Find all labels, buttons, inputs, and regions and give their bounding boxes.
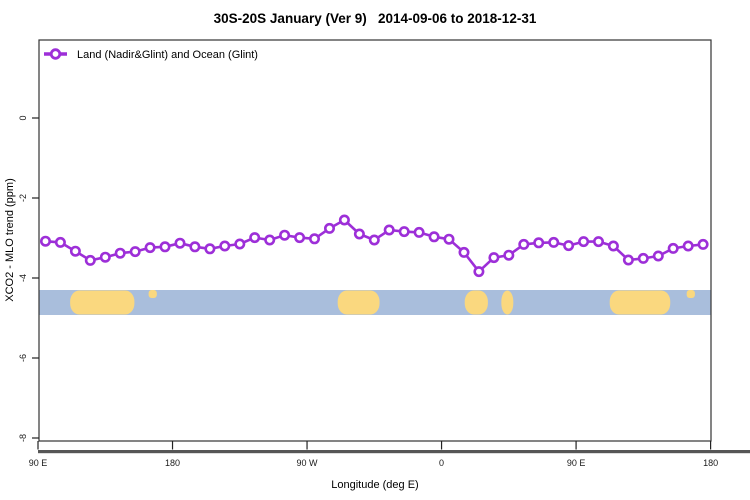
land-segment-africa — [464, 290, 488, 315]
data-point — [279, 229, 291, 241]
plot-frame — [38, 39, 712, 442]
y-tick-label: -2 — [18, 194, 28, 202]
data-point — [234, 238, 246, 250]
y-tick-label: 0 — [18, 115, 28, 120]
data-point — [682, 240, 694, 252]
data-point — [99, 251, 111, 263]
data-point — [189, 241, 201, 253]
x-tick-label: 180 — [703, 458, 718, 468]
x-axis-rule — [38, 450, 750, 454]
x-axis: 90 E 180 90 W 0 90 E 180 — [29, 441, 718, 468]
data-point — [84, 254, 96, 266]
data-point — [607, 240, 619, 252]
data-point — [294, 232, 306, 244]
data-point — [39, 235, 51, 247]
data-series — [39, 214, 709, 278]
y-tick-label: -6 — [18, 354, 28, 362]
data-point — [458, 246, 470, 258]
data-point — [159, 241, 171, 253]
data-point — [249, 232, 261, 244]
data-point — [697, 238, 709, 250]
data-point — [174, 237, 186, 249]
data-point — [413, 226, 425, 238]
data-point — [563, 240, 575, 252]
data-point — [518, 238, 530, 250]
y-axis-title: XCO2 - MLO trend (ppm) — [4, 178, 16, 301]
data-point — [398, 226, 410, 238]
data-point — [652, 250, 664, 262]
data-point — [578, 236, 590, 248]
data-point — [219, 240, 231, 252]
x-tick-label: 0 — [439, 458, 444, 468]
data-point — [503, 249, 515, 261]
data-point — [428, 231, 440, 243]
y-tick-label: -8 — [18, 434, 28, 442]
data-point — [54, 236, 66, 248]
x-tick-label: 90 E — [29, 458, 48, 468]
data-point — [114, 247, 126, 259]
land-segment-madagascar — [501, 290, 514, 315]
data-point — [338, 214, 350, 226]
data-point — [443, 233, 455, 245]
data-point — [667, 242, 679, 254]
legend: Land (Nadir&Glint) and Ocean (Glint) — [44, 48, 258, 61]
x-tick-label: 180 — [165, 458, 180, 468]
legend-marker-icon — [49, 48, 62, 60]
land-segment-islands — [148, 290, 157, 298]
data-point — [368, 234, 380, 246]
data-point — [264, 234, 276, 246]
data-point — [488, 252, 500, 264]
map-band — [39, 290, 711, 315]
data-point — [353, 228, 365, 240]
y-axis: 0 -2 -4 -6 -8 — [18, 115, 39, 442]
data-point — [323, 222, 335, 234]
x-axis-title: Longitude (deg E) — [331, 479, 418, 491]
data-point — [383, 224, 395, 236]
x-tick-label: 90 W — [297, 458, 319, 468]
data-point — [533, 237, 545, 249]
series-line — [44, 218, 705, 273]
chart-title: 30S-20S January (Ver 9) 2014-09-06 to 20… — [214, 11, 537, 26]
data-point — [592, 236, 604, 248]
land-segment-south-america — [337, 290, 380, 315]
x-tick-label: 90 E — [567, 458, 586, 468]
legend-label: Land (Nadir&Glint) and Ocean (Glint) — [77, 49, 258, 61]
data-point — [204, 243, 216, 255]
land-segment-australia — [70, 290, 135, 315]
data-point — [622, 254, 634, 266]
data-point — [637, 252, 649, 264]
data-point — [548, 236, 560, 248]
data-point — [69, 245, 81, 257]
y-tick-label: -4 — [18, 274, 28, 282]
land-segment-islands-2 — [686, 290, 695, 298]
land-segment-australia-2 — [609, 290, 671, 315]
data-point — [144, 242, 156, 254]
data-point — [129, 246, 141, 258]
data-point — [473, 266, 485, 278]
data-point — [308, 233, 320, 245]
